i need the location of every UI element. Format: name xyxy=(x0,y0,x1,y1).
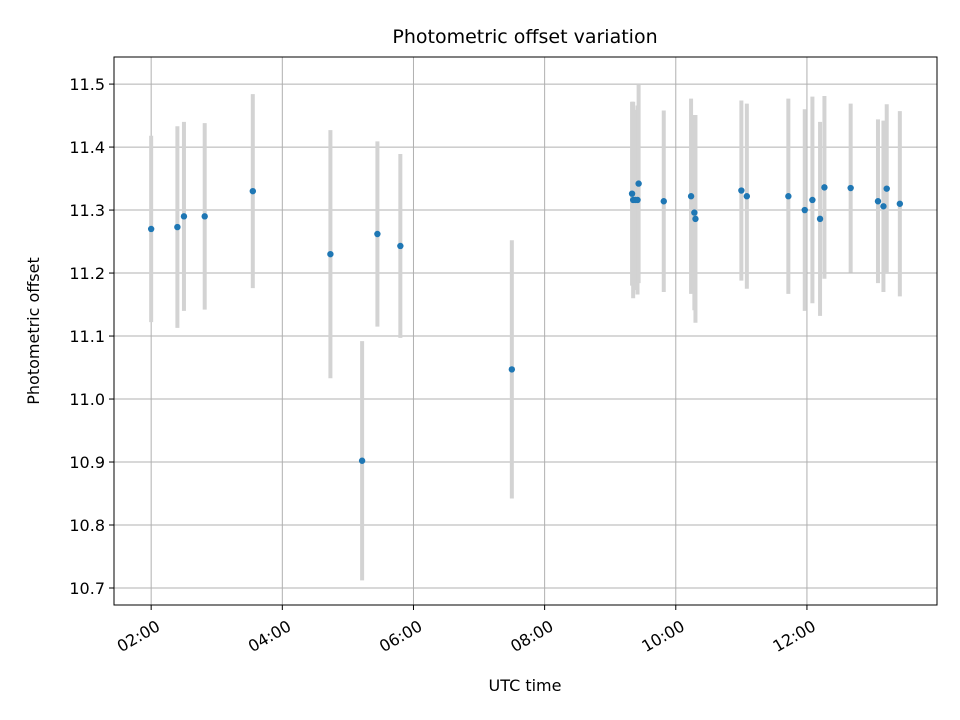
y-tick-label: 11.1 xyxy=(69,327,105,346)
data-point xyxy=(692,215,699,223)
data-point xyxy=(874,198,882,205)
data-point xyxy=(687,193,695,200)
data-point xyxy=(801,206,808,214)
y-tick-label: 11.2 xyxy=(69,264,105,283)
data-point xyxy=(508,366,516,373)
chart-title: Photometric offset variation xyxy=(392,26,657,48)
y-tick-label: 11.0 xyxy=(69,390,105,409)
data-point xyxy=(738,187,745,194)
data-point xyxy=(327,250,334,258)
data-point xyxy=(635,180,642,187)
data-point xyxy=(397,242,404,250)
x-axis-title: UTC time xyxy=(489,676,562,695)
data-point xyxy=(358,457,366,464)
data-point xyxy=(880,203,887,210)
data-point xyxy=(821,184,828,191)
data-point xyxy=(809,196,816,204)
y-tick-label: 11.4 xyxy=(69,138,105,157)
y-tick-label: 11.3 xyxy=(69,201,105,220)
data-point xyxy=(743,193,751,200)
y-axis-title: Photometric offset xyxy=(24,257,43,405)
data-point xyxy=(201,213,208,220)
y-tick-label: 10.9 xyxy=(69,453,105,472)
y-tick-label: 10.8 xyxy=(69,516,105,535)
data-point xyxy=(147,225,155,233)
data-point xyxy=(180,213,188,220)
data-points xyxy=(147,180,904,464)
data-point xyxy=(896,200,904,207)
y-tick-label: 10.7 xyxy=(69,579,105,598)
data-point xyxy=(374,230,381,238)
data-point xyxy=(691,209,698,216)
data-point xyxy=(249,187,257,195)
data-point xyxy=(816,215,824,223)
data-point xyxy=(660,198,667,205)
data-point xyxy=(628,190,636,197)
y-tick-label: 11.5 xyxy=(69,75,105,94)
data-point xyxy=(785,193,792,200)
data-point xyxy=(883,185,890,192)
data-point xyxy=(634,196,641,204)
plot-frame xyxy=(113,56,938,606)
data-point xyxy=(174,223,181,231)
data-point xyxy=(847,184,854,192)
